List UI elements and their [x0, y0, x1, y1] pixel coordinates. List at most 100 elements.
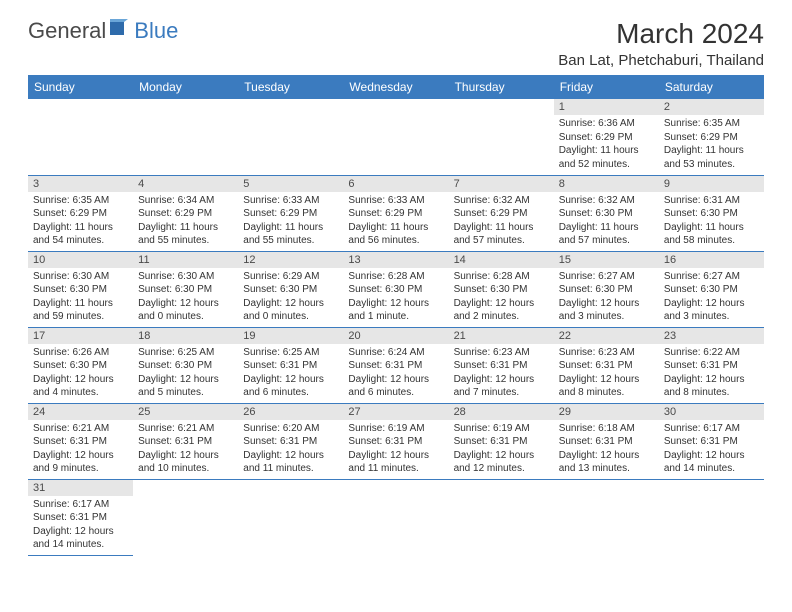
day-number: 11 — [133, 252, 238, 268]
sunset-text: Sunset: 6:30 PM — [138, 359, 233, 373]
logo-text-general: General — [28, 18, 106, 44]
sunrise-text: Sunrise: 6:29 AM — [243, 270, 338, 284]
calendar-day-cell: 27Sunrise: 6:19 AMSunset: 6:31 PMDayligh… — [343, 403, 448, 479]
sunrise-text: Sunrise: 6:25 AM — [243, 346, 338, 360]
sunrise-text: Sunrise: 6:31 AM — [664, 194, 759, 208]
calendar-day-cell: 30Sunrise: 6:17 AMSunset: 6:31 PMDayligh… — [659, 403, 764, 479]
day-number: 10 — [28, 252, 133, 268]
sunset-text: Sunset: 6:31 PM — [33, 435, 128, 449]
day-number: 23 — [659, 328, 764, 344]
sunrise-text: Sunrise: 6:21 AM — [33, 422, 128, 436]
calendar-day-cell: 10Sunrise: 6:30 AMSunset: 6:30 PMDayligh… — [28, 251, 133, 327]
calendar-day-cell: 9Sunrise: 6:31 AMSunset: 6:30 PMDaylight… — [659, 175, 764, 251]
daylight-text: Daylight: 11 hours and 58 minutes. — [664, 221, 759, 248]
day-number: 25 — [133, 404, 238, 420]
calendar-day-cell: 7Sunrise: 6:32 AMSunset: 6:29 PMDaylight… — [449, 175, 554, 251]
sunrise-text: Sunrise: 6:19 AM — [454, 422, 549, 436]
daylight-text: Daylight: 11 hours and 56 minutes. — [348, 221, 443, 248]
sunrise-text: Sunrise: 6:32 AM — [559, 194, 654, 208]
sunrise-text: Sunrise: 6:25 AM — [138, 346, 233, 360]
sunset-text: Sunset: 6:30 PM — [33, 359, 128, 373]
daylight-text: Daylight: 12 hours and 11 minutes. — [243, 449, 338, 476]
sunset-text: Sunset: 6:30 PM — [664, 283, 759, 297]
day-number: 27 — [343, 404, 448, 420]
sunrise-text: Sunrise: 6:17 AM — [664, 422, 759, 436]
sunrise-text: Sunrise: 6:33 AM — [243, 194, 338, 208]
calendar-day-cell: 19Sunrise: 6:25 AMSunset: 6:31 PMDayligh… — [238, 327, 343, 403]
daylight-text: Daylight: 12 hours and 4 minutes. — [33, 373, 128, 400]
sunrise-text: Sunrise: 6:27 AM — [664, 270, 759, 284]
sunset-text: Sunset: 6:31 PM — [454, 435, 549, 449]
sunset-text: Sunset: 6:30 PM — [559, 207, 654, 221]
weekday-header: Saturday — [659, 75, 764, 99]
sunset-text: Sunset: 6:31 PM — [243, 435, 338, 449]
daylight-text: Daylight: 11 hours and 59 minutes. — [33, 297, 128, 324]
location-text: Ban Lat, Phetchaburi, Thailand — [558, 52, 764, 69]
logo-flag-icon — [110, 19, 132, 40]
calendar-day-cell: 21Sunrise: 6:23 AMSunset: 6:31 PMDayligh… — [449, 327, 554, 403]
calendar-day-cell: 1Sunrise: 6:36 AMSunset: 6:29 PMDaylight… — [554, 99, 659, 175]
calendar-empty-cell — [133, 99, 238, 175]
calendar-empty-cell — [238, 479, 343, 555]
day-number: 29 — [554, 404, 659, 420]
sunrise-text: Sunrise: 6:35 AM — [664, 117, 759, 131]
daylight-text: Daylight: 12 hours and 6 minutes. — [348, 373, 443, 400]
daylight-text: Daylight: 12 hours and 2 minutes. — [454, 297, 549, 324]
sunrise-text: Sunrise: 6:18 AM — [559, 422, 654, 436]
calendar-day-cell: 23Sunrise: 6:22 AMSunset: 6:31 PMDayligh… — [659, 327, 764, 403]
sunset-text: Sunset: 6:29 PM — [454, 207, 549, 221]
sunset-text: Sunset: 6:31 PM — [559, 435, 654, 449]
weekday-header: Tuesday — [238, 75, 343, 99]
calendar-day-cell: 3Sunrise: 6:35 AMSunset: 6:29 PMDaylight… — [28, 175, 133, 251]
day-number: 12 — [238, 252, 343, 268]
sunset-text: Sunset: 6:31 PM — [454, 359, 549, 373]
calendar-day-cell: 2Sunrise: 6:35 AMSunset: 6:29 PMDaylight… — [659, 99, 764, 175]
calendar-empty-cell — [343, 99, 448, 175]
sunset-text: Sunset: 6:31 PM — [664, 435, 759, 449]
sunset-text: Sunset: 6:29 PM — [664, 131, 759, 145]
sunset-text: Sunset: 6:31 PM — [243, 359, 338, 373]
day-number: 8 — [554, 176, 659, 192]
sunset-text: Sunset: 6:30 PM — [348, 283, 443, 297]
calendar-empty-cell — [554, 479, 659, 555]
daylight-text: Daylight: 11 hours and 55 minutes. — [243, 221, 338, 248]
sunset-text: Sunset: 6:31 PM — [664, 359, 759, 373]
sunset-text: Sunset: 6:31 PM — [138, 435, 233, 449]
day-number: 31 — [28, 480, 133, 496]
daylight-text: Daylight: 11 hours and 52 minutes. — [559, 144, 654, 171]
sunrise-text: Sunrise: 6:30 AM — [138, 270, 233, 284]
calendar-day-cell: 26Sunrise: 6:20 AMSunset: 6:31 PMDayligh… — [238, 403, 343, 479]
calendar-week-row: 10 Sunrise: 6:30 AM Sunset: 6:30 PM Dayligh… — [28, 251, 764, 327]
day-number: 1 — [554, 99, 659, 115]
sunrise-text: Sunrise: 6:32 AM — [454, 194, 549, 208]
calendar-week-row: 3Sunrise: 6:35 AMSunset: 6:29 PMDaylight… — [28, 175, 764, 251]
sunrise-text: Sunrise: 6:34 AM — [138, 194, 233, 208]
sunrise-text: Sunrise: 6:36 AM — [559, 117, 654, 131]
day-number: 19 — [238, 328, 343, 344]
calendar-day-cell: 28 Sunrise: 6:19 AMSunset: 6:31 PMDayligh… — [449, 403, 554, 479]
day-number: 9 — [659, 176, 764, 192]
sunrise-text: Sunrise: 6:17 AM — [33, 498, 128, 512]
calendar-day-cell: 17Sunrise: 6:26 AMSunset: 6:30 PMDayligh… — [28, 327, 133, 403]
daylight-text: Daylight: 12 hours and 5 minutes. — [138, 373, 233, 400]
sunrise-text: Sunrise: 6:20 AM — [243, 422, 338, 436]
day-number: 21 — [449, 328, 554, 344]
day-number: 17 — [28, 328, 133, 344]
title-block: March 2024 Ban Lat, Phetchaburi, Thailan… — [558, 18, 764, 69]
sunrise-text: Sunrise: 6:27 AM — [559, 270, 654, 284]
sunrise-text: Sunrise: 6:35 AM — [33, 194, 128, 208]
calendar-empty-cell — [449, 99, 554, 175]
calendar-empty-cell — [238, 99, 343, 175]
sunrise-text: Sunrise: 6:33 AM — [348, 194, 443, 208]
day-number: 28 — [449, 404, 554, 420]
day-number: 3 — [28, 176, 133, 192]
sunset-text: Sunset: 6:31 PM — [348, 359, 443, 373]
sunset-text: Sunset: 6:29 PM — [33, 207, 128, 221]
calendar-day-cell: 11Sunrise: 6:30 AMSunset: 6:30 PMDayligh… — [133, 251, 238, 327]
daylight-text: Daylight: 12 hours and 0 minutes. — [243, 297, 338, 324]
daylight-text: Daylight: 12 hours and 8 minutes. — [559, 373, 654, 400]
daylight-text: Daylight: 12 hours and 12 minutes. — [454, 449, 549, 476]
sunrise-text: Sunrise: 6:24 AM — [348, 346, 443, 360]
calendar-day-cell: 15Sunrise: 6:27 AMSunset: 6:30 PMDayligh… — [554, 251, 659, 327]
sunset-text: Sunset: 6:31 PM — [559, 359, 654, 373]
